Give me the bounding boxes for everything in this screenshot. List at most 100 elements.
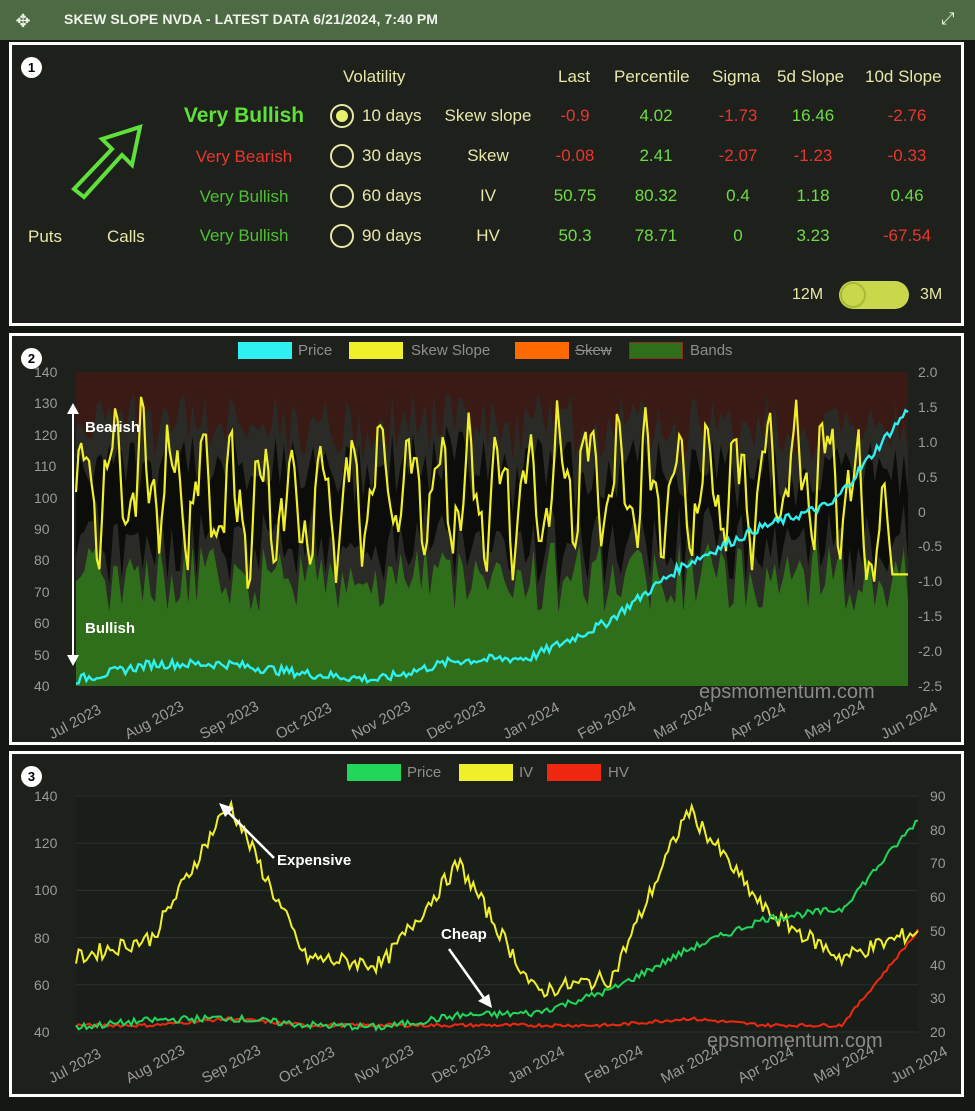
expensive-arrow-head-icon (219, 803, 234, 817)
value-percentile: 80.32 (634, 186, 678, 205)
value-last: 50.3 (558, 226, 592, 245)
y-left-tick-label: 80 (34, 552, 50, 568)
toggle-label-3m: 3M (920, 286, 943, 303)
skew-slope-chart-panel: 2 Price Skew Slope Skew Bands Bearish Bu… (9, 333, 964, 745)
legend-price[interactable]: Price (298, 342, 333, 359)
watermark: epsmomentum.com (707, 1030, 883, 1052)
y-right-tick-label: 70 (930, 855, 946, 871)
y-right-tick-label: -2.5 (918, 678, 943, 694)
value-percentile: 4.02 (639, 106, 673, 125)
value-last: -0.08 (555, 146, 595, 165)
header-volatility: Volatility (343, 67, 406, 86)
toggle-knob[interactable] (842, 284, 864, 306)
value-5d-slope: 3.23 (796, 226, 830, 245)
value-5d-slope: 16.46 (791, 106, 835, 125)
y-left-tick-label: 120 (34, 427, 58, 443)
value-last: -0.9 (560, 106, 590, 125)
series-price-line (75, 408, 909, 685)
y-right-tick-label: -1.5 (918, 608, 943, 624)
range-toggle[interactable] (839, 281, 909, 309)
metric-label: IV (479, 186, 497, 205)
radio-30-days[interactable] (330, 144, 354, 168)
radio-90-days[interactable] (330, 224, 354, 248)
value-5d-slope: 1.18 (796, 186, 830, 205)
puts-label: Puts (28, 227, 63, 246)
annotation-expensive: Expensive (277, 852, 352, 869)
calls-label: Calls (107, 227, 145, 246)
y-left-tick-label: 140 (34, 788, 58, 804)
y-right-tick-label: 0.5 (918, 469, 938, 485)
y-right-tick-label: -2.0 (918, 643, 943, 659)
expand-icon[interactable]: ⤢ (941, 9, 955, 28)
y-right-tick-label: 60 (930, 889, 946, 905)
y-left-tick-label: 40 (34, 1024, 50, 1040)
header-last: Last (558, 67, 591, 86)
y-left-tick-label: 140 (34, 364, 58, 380)
legend-hv[interactable]: HV (608, 764, 629, 781)
radio-60-days[interactable] (330, 184, 354, 208)
metric-label: HV (476, 226, 500, 245)
period-label: 10 days (362, 106, 422, 125)
annotation-bearish: Bearish (85, 419, 141, 436)
y-left-tick-label: 100 (34, 490, 58, 506)
move-icon[interactable]: ✥ (15, 11, 31, 31)
expensive-arrow-line (224, 808, 275, 859)
sentiment-row-3: Very Bullish (199, 187, 289, 206)
y-right-tick-label: 1.0 (918, 434, 938, 450)
watermark: epsmomentum.com (699, 681, 875, 703)
series-price-line (75, 819, 919, 1032)
y-right-tick-label: 80 (930, 822, 946, 838)
y-left-tick-label: 50 (34, 647, 50, 663)
legend-swatch-skew-slope[interactable] (349, 342, 403, 359)
window-title: SKEW SLOPE NVDA - LATEST DATA 6/21/2024,… (64, 11, 439, 27)
period-label: 90 days (362, 226, 422, 245)
y-left-tick-label: 60 (34, 615, 50, 631)
plot-area (76, 796, 918, 1032)
value-10d-slope: -0.33 (887, 146, 927, 165)
value-10d-slope: -2.76 (887, 106, 927, 125)
legend-price[interactable]: Price (407, 764, 442, 781)
y-right-tick-label: 2.0 (918, 364, 938, 380)
arrow-down-head-icon (67, 655, 79, 666)
y-left-tick-label: 80 (34, 930, 50, 946)
radio-10-days[interactable] (330, 104, 354, 128)
y-right-tick-label: 0 (918, 504, 926, 520)
legend-skew-slope[interactable]: Skew Slope (411, 342, 491, 359)
period-label: 60 days (362, 186, 422, 205)
cheap-arrow-line (447, 948, 488, 1002)
header-percentile: Percentile (614, 67, 690, 86)
series-iv-line (75, 799, 919, 998)
series-skew-slope-line (74, 396, 908, 589)
period-label: 30 days (362, 146, 422, 165)
value-sigma: 0.4 (726, 186, 750, 205)
value-percentile: 2.41 (639, 146, 673, 165)
y-right-tick-label: -1.0 (918, 573, 943, 589)
series-hv-line (75, 928, 919, 1029)
legend-swatch-price[interactable] (347, 764, 401, 781)
y-left-tick-label: 100 (34, 882, 58, 898)
value-sigma: -2.07 (718, 146, 758, 165)
header-5d-slope: 5d Slope (777, 67, 845, 86)
summary-panel: 1 Puts Calls Volatility Last Percentile … (9, 42, 964, 326)
value-sigma: -1.73 (718, 106, 758, 125)
legend-swatch-bands[interactable] (629, 342, 683, 359)
legend-skew[interactable]: Skew (575, 342, 612, 359)
value-10d-slope: 0.46 (890, 186, 924, 205)
annotation-cheap: Cheap (441, 926, 487, 943)
y-right-tick-label: 40 (930, 957, 946, 973)
legend-iv[interactable]: IV (519, 764, 534, 781)
value-last: 50.75 (553, 186, 597, 205)
skew-slope-chart (67, 372, 909, 686)
panel-number-badge: 3 (21, 766, 42, 787)
legend-swatch-price[interactable] (238, 342, 292, 359)
legend-bands[interactable]: Bands (690, 342, 733, 359)
y-left-tick-label: 90 (34, 521, 50, 537)
legend-swatch-hv[interactable] (547, 764, 601, 781)
metric-label: Skew slope (444, 106, 532, 125)
window-titlebar: ✥ SKEW SLOPE NVDA - LATEST DATA 6/21/202… (0, 0, 975, 40)
value-10d-slope: -67.54 (882, 226, 932, 245)
y-right-tick-label: 50 (930, 923, 946, 939)
y-right-tick-label: 1.5 (918, 399, 938, 415)
legend-swatch-iv[interactable] (459, 764, 513, 781)
legend-swatch-skew[interactable] (515, 342, 569, 359)
